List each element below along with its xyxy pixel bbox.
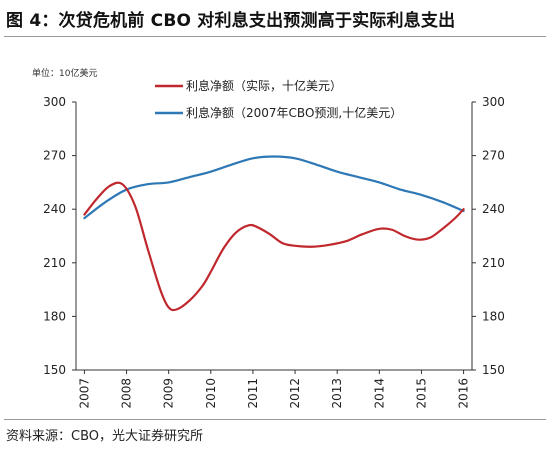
x-tick-label: 2008 bbox=[120, 378, 134, 409]
x-tick-label: 2007 bbox=[77, 378, 91, 409]
source-note: 资料来源：CBO，光大证券研究所 bbox=[6, 429, 203, 444]
x-tick-label: 2009 bbox=[162, 378, 176, 409]
y-tick-label-right: 300 bbox=[482, 95, 505, 109]
source-divider bbox=[4, 419, 546, 420]
x-tick-label: 2012 bbox=[288, 378, 302, 409]
y-tick-label-left: 300 bbox=[43, 95, 66, 109]
y-tick-label-right: 150 bbox=[482, 363, 505, 377]
y-tick-label-right: 210 bbox=[482, 256, 505, 270]
title-divider bbox=[4, 36, 546, 37]
series-line-actual bbox=[83, 181, 465, 312]
chart-axes: 150 150 180 180 210 210 240 240 270 270 300 300 2007… bbox=[43, 95, 505, 409]
x-tick-label: 2014 bbox=[372, 378, 386, 409]
x-tick-label: 2011 bbox=[246, 378, 260, 409]
y-tick-label-left: 150 bbox=[43, 363, 66, 377]
series-layer bbox=[83, 155, 465, 312]
x-tick-label: 2010 bbox=[204, 378, 218, 409]
x-tick-label: 2016 bbox=[457, 378, 471, 409]
legend: 利息净额（实际，十亿美元） 利息净额（2007年CBO预测,十亿美元） bbox=[155, 78, 402, 120]
legend-item-actual-label: 利息净额（实际，十亿美元） bbox=[186, 78, 342, 93]
x-tick-label: 2013 bbox=[330, 378, 344, 409]
y-tick-label-left: 270 bbox=[43, 149, 66, 163]
unit-label: 单位：10亿美元 bbox=[32, 69, 98, 79]
y-tick-label-right: 180 bbox=[482, 309, 505, 323]
y-tick-label-left: 180 bbox=[43, 309, 66, 323]
y-tick-label-left: 210 bbox=[43, 256, 66, 270]
legend-item-forecast-label: 利息净额（2007年CBO预测,十亿美元） bbox=[186, 105, 402, 120]
figure-title: 图 4：次贷危机前 CBO 对利息支出预测高于实际利息支出 bbox=[6, 11, 456, 31]
y-tick-label-right: 240 bbox=[482, 202, 505, 216]
x-tick-label: 2015 bbox=[414, 378, 428, 409]
series-line-forecast bbox=[83, 155, 465, 220]
y-tick-label-left: 240 bbox=[43, 202, 66, 216]
y-tick-label-right: 270 bbox=[482, 149, 505, 163]
